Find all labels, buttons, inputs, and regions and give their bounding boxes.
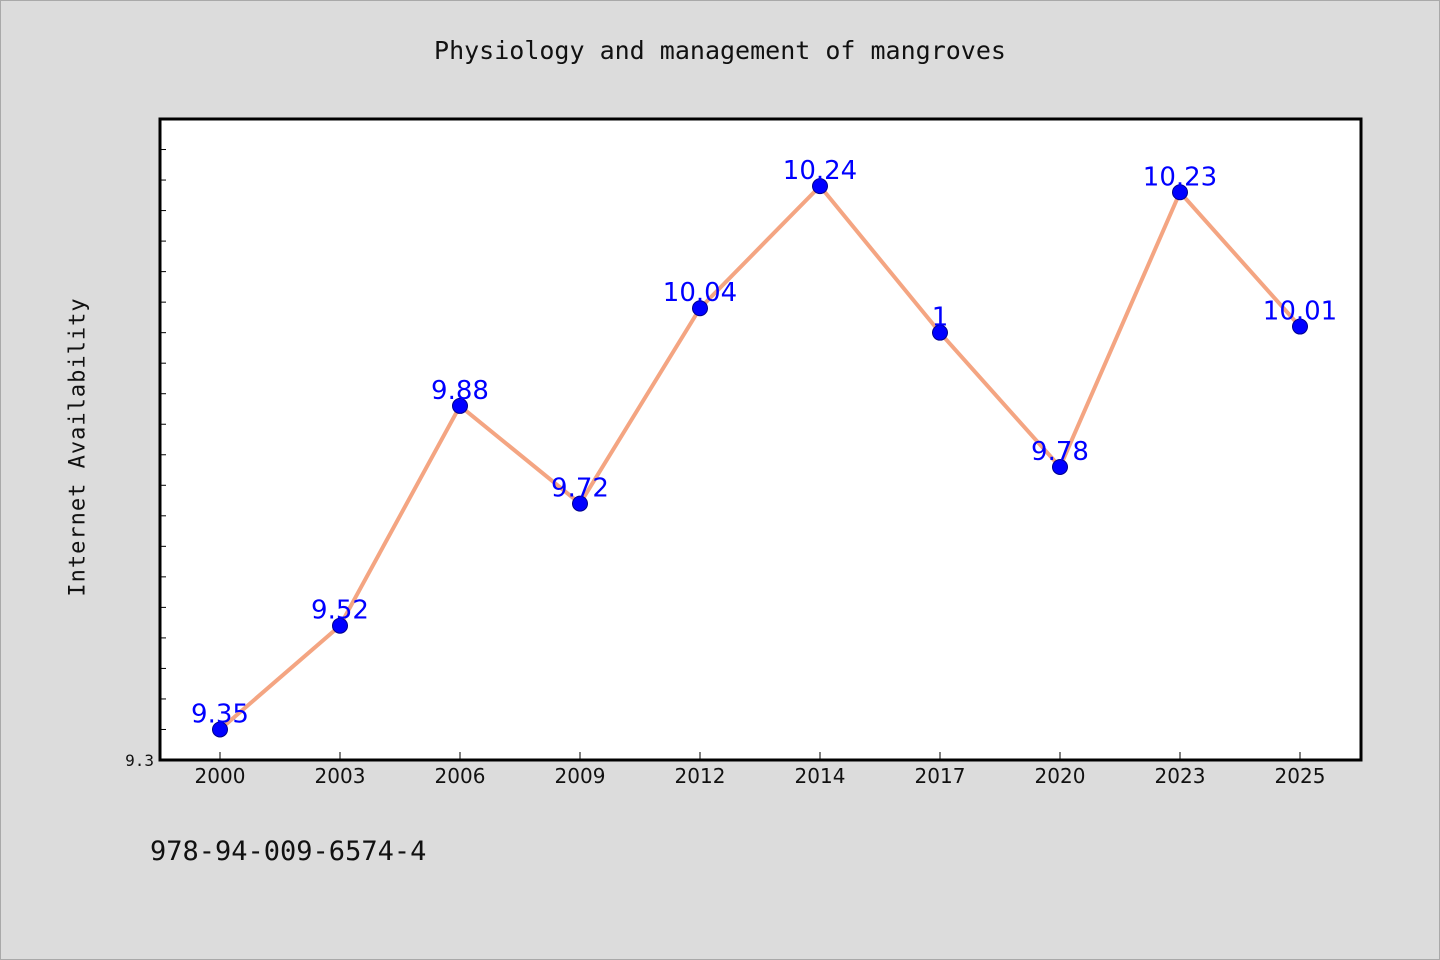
x-tick-label: 2003 (315, 764, 366, 788)
x-tick-label: 2023 (1155, 764, 1206, 788)
x-tick-label: 2006 (435, 764, 486, 788)
x-axis-ticks: 2000 2003 2006 2009 2012 2014 2017 2020 2023 2025 (195, 752, 1326, 788)
data-point-label: 10.01 (1263, 297, 1337, 327)
chart-title: Physiology and management of mangroves (434, 36, 1006, 65)
x-tick-label: 2012 (675, 764, 726, 788)
data-point-label: 9.88 (431, 376, 489, 406)
data-point-label: 10.23 (1143, 162, 1217, 192)
data-point-marker (1292, 318, 1308, 335)
markers-group (212, 178, 1308, 738)
x-tick-label: 2025 (1275, 764, 1326, 788)
data-point-marker (212, 721, 228, 738)
isbn-footer: 978-94-009-6574-4 (150, 836, 427, 867)
plot-area (160, 119, 1361, 760)
series-line-group (218, 184, 1302, 732)
x-tick-label: 2020 (1035, 764, 1086, 788)
data-point-marker (692, 300, 708, 317)
plot-frame (158, 117, 1363, 762)
data-point-marker (572, 495, 588, 512)
data-point-marker (932, 324, 948, 341)
data-point-label: 10.04 (663, 278, 737, 308)
data-point-marker (452, 397, 468, 414)
data-point-marker (332, 617, 348, 634)
x-tick-label: 2009 (555, 764, 606, 788)
data-point-label: 10.24 (783, 156, 857, 186)
data-point-label: 1 (932, 303, 949, 333)
x-tick-label: 2000 (195, 764, 246, 788)
data-point-marker (1052, 458, 1068, 475)
data-point-label: 9.35 (191, 699, 249, 729)
point-labels-group: 9.35 9.52 9.88 9.72 10.04 10.24 1 9.78 10.23 10.0… (191, 156, 1337, 729)
data-point-marker (1172, 184, 1188, 201)
data-point-label: 9.72 (551, 474, 609, 504)
data-point-label: 9.52 (311, 596, 369, 626)
series-line (218, 184, 1302, 732)
x-tick-label: 2014 (795, 764, 846, 788)
data-point-label: 9.78 (1031, 437, 1089, 467)
data-point-marker (812, 178, 828, 195)
y-tick-label: 9.3 (125, 751, 154, 770)
x-tick-label: 2017 (915, 764, 966, 788)
